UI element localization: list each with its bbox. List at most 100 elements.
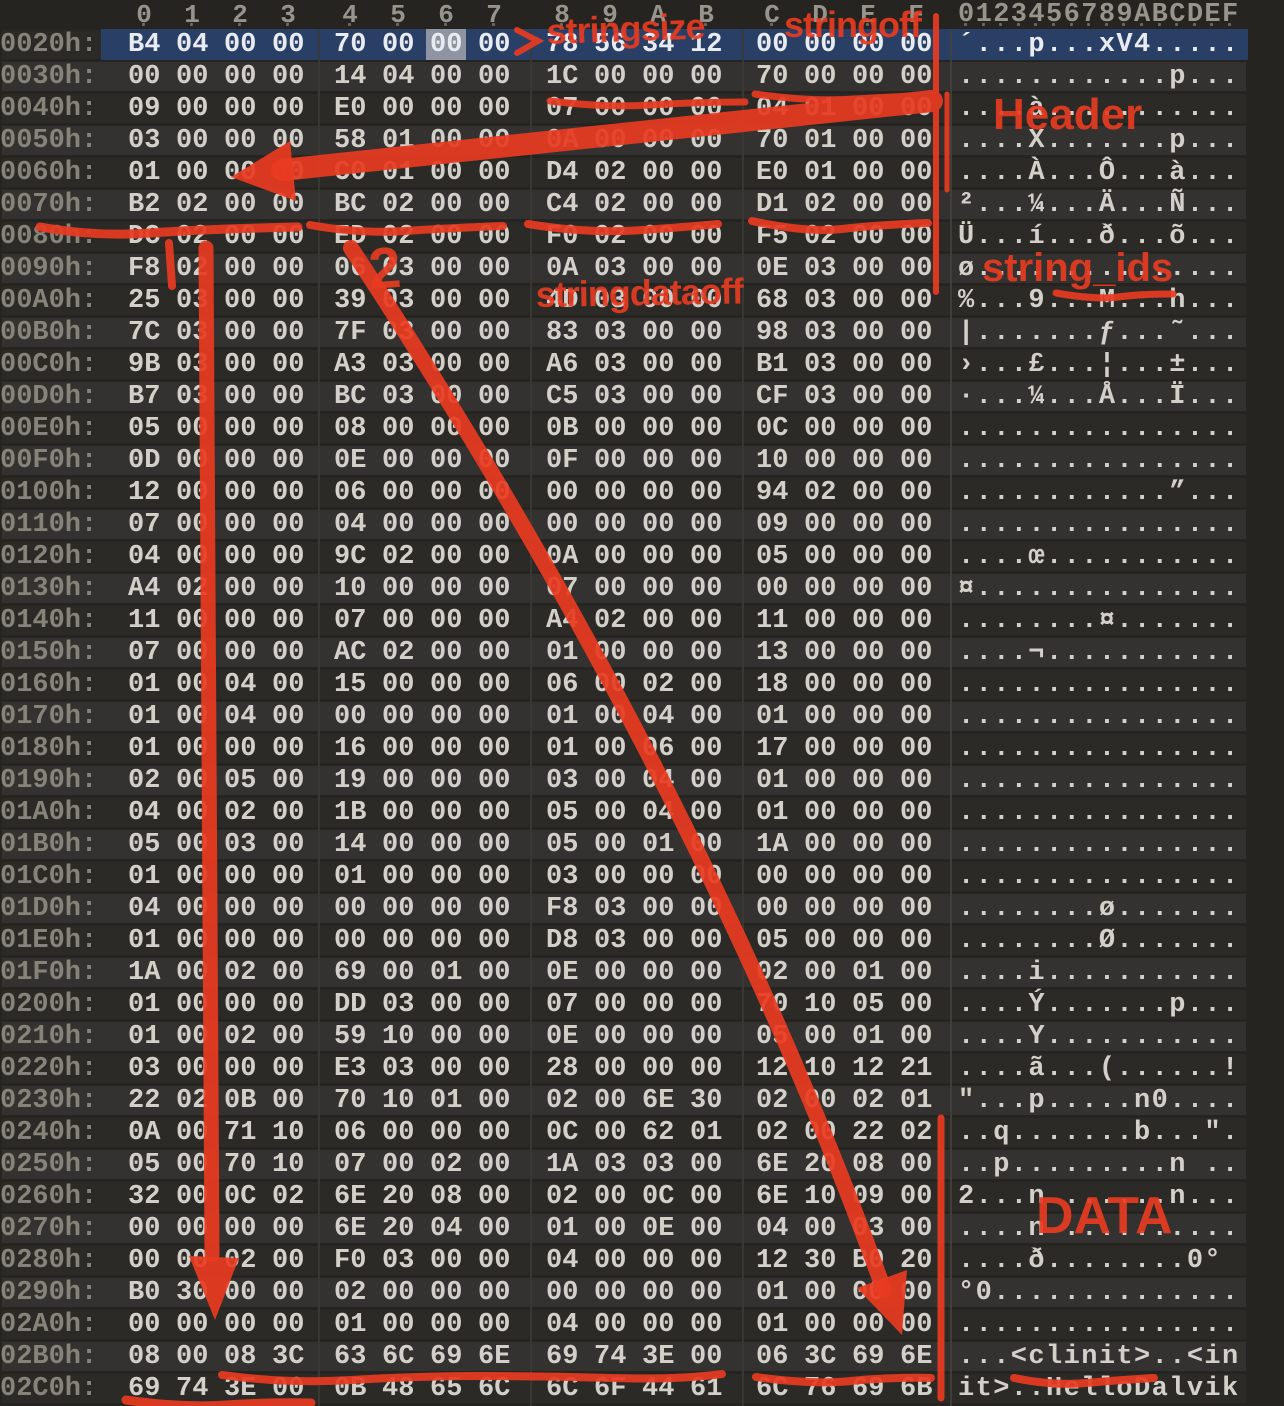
hex-byte[interactable]: 00 [804,1086,837,1116]
hex-byte[interactable]: 05 [852,990,885,1020]
hex-byte[interactable]: 00 [594,1022,627,1052]
hex-byte[interactable]: 03 [594,286,627,316]
hex-byte[interactable]: 00 [478,1054,511,1084]
hex-byte[interactable]: 02 [382,542,415,572]
hex-byte[interactable]: 00 [690,1310,723,1340]
hex-byte[interactable]: 71 [224,1118,257,1148]
hex-byte[interactable]: 00 [382,94,415,124]
hex-byte[interactable]: 00 [690,702,723,732]
hex-byte[interactable]: 00 [430,222,463,252]
hex-byte[interactable]: 94 [756,478,789,508]
hex-byte[interactable]: 0A [128,1118,161,1148]
hex-byte[interactable]: 00 [272,254,305,284]
hex-byte[interactable]: 01 [430,1086,463,1116]
hex-byte[interactable]: 0C [224,1182,257,1212]
hex-byte[interactable]: 00 [900,350,933,380]
ascii-cell[interactable]: ..p.........n .. [958,1150,1240,1180]
hex-byte[interactable]: 00 [804,702,837,732]
hex-byte[interactable]: 00 [852,478,885,508]
hex-byte[interactable]: 00 [804,1214,837,1244]
hex-byte[interactable]: 00 [272,766,305,796]
hex-byte[interactable]: 03 [594,254,627,284]
hex-byte[interactable]: 00 [430,446,463,476]
hex-byte[interactable]: 0A [546,126,579,156]
hex-byte[interactable]: 6E [756,1182,789,1212]
hex-byte[interactable]: 00 [382,798,415,828]
ascii-cell[interactable]: ................ [958,766,1240,796]
hex-byte[interactable]: 00 [900,1278,933,1308]
hex-byte[interactable]: 03 [382,318,415,348]
hex-byte[interactable]: 00 [478,286,511,316]
hex-byte[interactable]: 00 [478,158,511,188]
hex-byte[interactable]: 03 [382,990,415,1020]
hex-byte[interactable]: 02 [430,1150,463,1180]
hex-byte[interactable]: 04 [546,1310,579,1340]
hex-byte[interactable]: 00 [478,766,511,796]
hex-byte[interactable]: 00 [430,126,463,156]
hex-byte[interactable]: 00 [176,1118,209,1148]
hex-byte[interactable]: 08 [334,414,367,444]
hex-byte[interactable]: 00 [756,30,789,60]
hex-byte[interactable]: 00 [478,702,511,732]
hex-byte[interactable]: 02 [804,222,837,252]
hex-byte[interactable]: 01 [128,158,161,188]
hex-byte[interactable]: 00 [272,926,305,956]
hex-byte[interactable]: 00 [272,958,305,988]
hex-byte[interactable]: 00 [176,1214,209,1244]
hex-byte[interactable]: 68 [756,286,789,316]
hex-byte[interactable]: 05 [756,1022,789,1052]
hex-byte[interactable]: 3C [272,1342,305,1372]
hex-byte[interactable]: 00 [430,702,463,732]
hex-byte[interactable]: 00 [690,1278,723,1308]
hex-byte[interactable]: 01 [804,126,837,156]
hex-byte[interactable]: 00 [430,798,463,828]
hex-byte[interactable]: 00 [272,798,305,828]
hex-byte[interactable]: 02 [804,478,837,508]
hex-byte[interactable]: 01 [430,958,463,988]
hex-byte[interactable]: 00 [478,638,511,668]
ascii-cell[interactable]: ....n .......... [958,1214,1240,1244]
hex-byte[interactable]: 65 [430,1374,463,1404]
hex-byte[interactable]: 00 [224,190,257,220]
hex-byte[interactable]: BC [334,190,367,220]
hex-byte[interactable]: 00 [642,254,675,284]
hex-byte[interactable]: 01 [852,1022,885,1052]
hex-byte[interactable]: 07 [546,990,579,1020]
hex-byte[interactable]: 08 [128,1342,161,1372]
hex-byte[interactable]: 00 [478,1278,511,1308]
hex-byte[interactable]: 00 [224,350,257,380]
hex-byte[interactable]: 00 [176,830,209,860]
hex-byte[interactable]: 01 [756,1310,789,1340]
hex-byte[interactable]: 00 [176,510,209,540]
hex-byte[interactable]: 00 [690,286,723,316]
hex-byte[interactable]: 30 [690,1086,723,1116]
hex-byte[interactable]: 03 [382,1246,415,1276]
hex-byte[interactable]: 00 [478,382,511,412]
hex-byte[interactable]: 00 [804,766,837,796]
hex-byte[interactable]: 00 [690,1054,723,1084]
ascii-cell[interactable]: ø............... [958,254,1240,284]
hex-byte[interactable]: 00 [272,94,305,124]
hex-byte[interactable]: 59 [334,1022,367,1052]
hex-byte[interactable]: 00 [430,158,463,188]
hex-byte[interactable]: 00 [224,926,257,956]
hex-byte[interactable]: 00 [594,862,627,892]
hex-byte[interactable]: 03 [804,350,837,380]
hex-byte[interactable]: 01 [128,670,161,700]
hex-byte[interactable]: 00 [690,1214,723,1244]
hex-byte[interactable]: 00 [900,94,933,124]
hex-byte[interactable]: 00 [382,510,415,540]
hex-byte[interactable]: 0E [642,1214,675,1244]
hex-byte[interactable]: 00 [756,862,789,892]
hex-byte[interactable]: 00 [690,158,723,188]
hex-byte[interactable]: 61 [690,1374,723,1404]
hex-byte[interactable]: 00 [852,1278,885,1308]
hex-byte[interactable]: 04 [642,798,675,828]
hex-byte[interactable]: 05 [546,830,579,860]
hex-byte[interactable]: 07 [334,1150,367,1180]
ascii-cell[interactable]: ›...£...¦...±... [958,350,1240,380]
hex-byte[interactable]: 02 [546,1182,579,1212]
hex-byte[interactable]: 00 [804,446,837,476]
hex-byte[interactable]: 00 [478,990,511,1020]
hex-byte[interactable]: 00 [804,1118,837,1148]
